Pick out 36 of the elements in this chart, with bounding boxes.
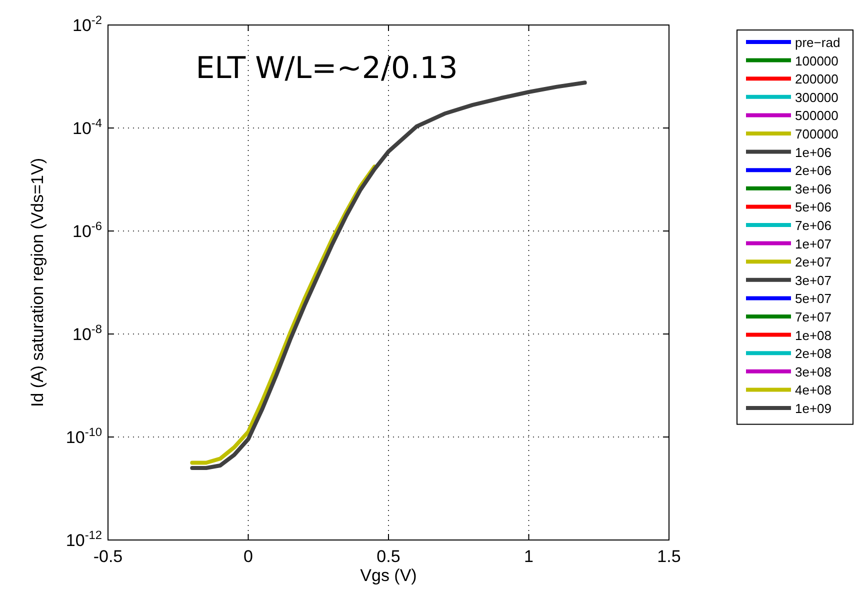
legend-label: pre−rad <box>795 35 840 50</box>
y-tick-label: 10$^{-10}$ <box>66 425 102 447</box>
x-tick-label: 1 <box>524 547 534 566</box>
y-tick-label: 10$^{-4}$ <box>72 116 102 138</box>
legend-label: 500000 <box>795 108 838 124</box>
legend-label: 5e+06 <box>795 200 832 215</box>
legend-label: 2e+08 <box>795 346 832 362</box>
y-tick-label: 10$^{-12}$ <box>66 528 102 550</box>
legend-label: 700000 <box>795 126 838 142</box>
x-axis-title: Vgs (V) <box>360 566 417 585</box>
legend-label: 7e+07 <box>795 310 832 324</box>
x-tick-label: 0 <box>244 547 253 566</box>
y-tick-label: 10$^{-6}$ <box>72 219 102 241</box>
legend-label: 200000 <box>795 72 838 87</box>
legend-label: 3e+06 <box>795 181 832 196</box>
legend-label: 7e+06 <box>795 218 832 233</box>
x-tick-label: 1.5 <box>657 547 681 566</box>
legend-label: 1e+08 <box>795 328 832 343</box>
legend-label: 300000 <box>795 90 838 105</box>
text: ELT W/L=~2/0.13 <box>196 50 458 86</box>
legend-label: 4e+08 <box>795 382 832 398</box>
legend-label: 5e+07 <box>795 291 832 306</box>
x-tick-label: -0.5 <box>93 547 123 566</box>
legend-label: 1e+06 <box>795 144 832 160</box>
line-series <box>190 80 587 470</box>
legend-label: 1e+09 <box>795 401 832 416</box>
legend-label: 2e+07 <box>795 254 832 270</box>
y-tick-label: 10$^{-8}$ <box>72 322 102 344</box>
x-tick-label: 0.5 <box>376 547 400 566</box>
legend-label: 1e+07 <box>795 236 832 252</box>
y-axis-title: Id (A) saturation region (Vds=1V) <box>28 158 47 407</box>
legend-label: 100000 <box>795 53 838 68</box>
y-tick-label: 10$^{-2}$ <box>72 13 102 35</box>
legend-label: 2e+06 <box>795 163 832 178</box>
legend-label: 3e+07 <box>795 272 832 288</box>
legend-label: 3e+08 <box>795 364 832 380</box>
